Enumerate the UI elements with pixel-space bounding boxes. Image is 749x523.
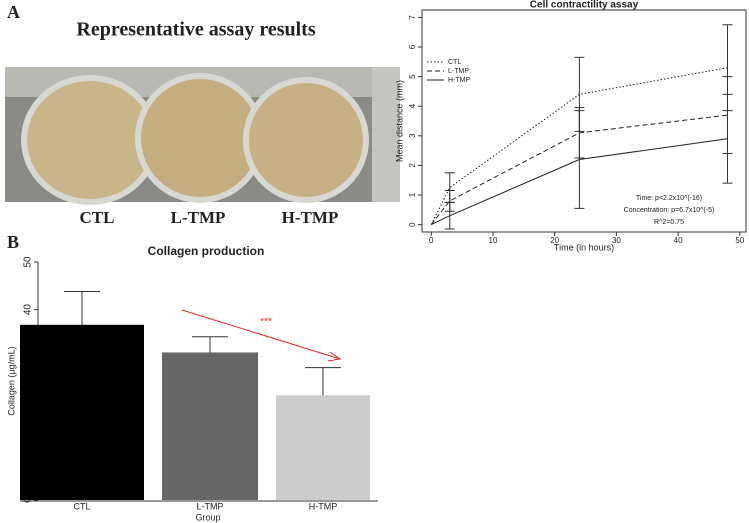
photo-label: H-TMP xyxy=(282,208,339,227)
y-tick-label: 40 xyxy=(23,304,34,316)
x-axis-label: Group xyxy=(195,512,220,522)
error-bar xyxy=(64,291,100,325)
bar xyxy=(20,324,144,500)
well xyxy=(243,77,369,203)
plot-frame xyxy=(421,9,747,233)
x-tick-label: 10 xyxy=(489,236,498,245)
y-tick-label: 5 xyxy=(408,74,417,79)
error-bar xyxy=(722,93,733,184)
legend-label: L-TMP xyxy=(448,68,469,75)
x-tick-label: H-TMP xyxy=(309,501,338,511)
x-tick-label: 0 xyxy=(429,236,434,245)
y-tick-label: 3 xyxy=(408,133,417,138)
error-bar xyxy=(192,336,228,353)
series-line xyxy=(430,114,728,225)
x-axis-label: Time (in hours) xyxy=(554,242,614,252)
annotation: *** xyxy=(260,317,272,328)
series-line xyxy=(431,138,728,226)
y-tick-label: 7 xyxy=(408,15,417,20)
y-tick-label: 4 xyxy=(408,103,417,108)
photo-edge xyxy=(372,67,400,202)
chart-title: Cell contractility assay xyxy=(530,0,639,11)
x-tick-label: 30 xyxy=(612,236,621,245)
trend-arrow xyxy=(181,309,341,360)
annotation: Concentration: p=6.7x10^(-5) xyxy=(624,207,715,214)
arrow-head xyxy=(327,351,342,362)
y-axis-label: Mean distance (mm) xyxy=(394,80,404,162)
x-tick-label: 20 xyxy=(550,236,559,245)
photo-title: Representative assay results xyxy=(76,19,315,41)
y-axis-label: Collagen (μg/mL) xyxy=(6,346,16,415)
photo xyxy=(5,67,400,205)
photo-label: L-TMP xyxy=(171,208,226,227)
x-tick-label: L-TMP xyxy=(197,501,224,511)
y-tick-label: 50 xyxy=(23,256,34,268)
panel-label: B xyxy=(7,232,19,252)
panel-label: A xyxy=(7,2,20,22)
x-tick-label: 50 xyxy=(735,236,744,245)
annotation: R^2=0.75 xyxy=(654,219,684,226)
error-bar xyxy=(444,201,455,230)
x-tick-label: CTL xyxy=(73,501,90,511)
bar xyxy=(276,395,370,500)
y-tick-label: 1 xyxy=(408,192,417,197)
legend-label: CTL xyxy=(448,59,461,66)
annotation: Time: p<2.2x10^(-16) xyxy=(636,195,702,202)
y-tick-label: 6 xyxy=(408,44,417,49)
x-tick-label: 40 xyxy=(674,236,683,245)
error-bar xyxy=(305,367,341,396)
error-bar xyxy=(574,110,585,209)
chart-title: Collagen production xyxy=(148,244,265,258)
photo-label: CTL xyxy=(80,208,115,227)
y-tick-label: 2 xyxy=(408,163,417,168)
legend-label: H-TMP xyxy=(448,77,470,84)
y-tick-label: 0 xyxy=(408,222,417,227)
bar xyxy=(162,352,258,500)
